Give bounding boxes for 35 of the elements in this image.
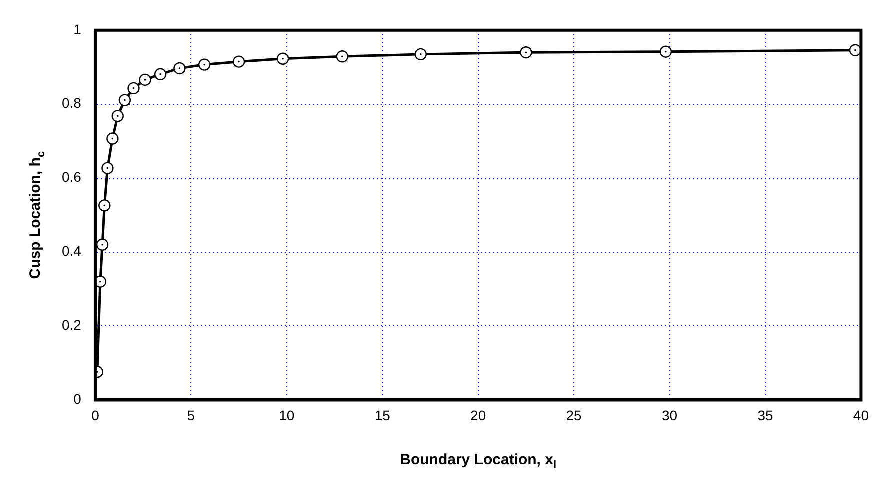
point: [849, 44, 862, 56]
y-tick-label: 1: [74, 21, 82, 38]
point: [174, 62, 186, 75]
point: [128, 82, 140, 95]
y-tick-label: 0.8: [62, 95, 82, 112]
point: [336, 50, 349, 63]
x-tick-label: 0: [92, 407, 100, 424]
x-tick-label: 10: [279, 407, 295, 424]
y-tick-label: 0.2: [62, 317, 82, 334]
point: [98, 200, 111, 212]
point: [118, 94, 132, 106]
point: [106, 132, 119, 145]
point: [139, 74, 152, 86]
point: [95, 276, 107, 288]
y-tick-label: 0: [74, 391, 82, 408]
point: [198, 58, 211, 71]
point: [112, 110, 124, 122]
x-tick-label: 15: [374, 407, 391, 424]
point: [414, 48, 428, 61]
point: [520, 46, 532, 59]
y-tick-label: 0.6: [62, 169, 82, 186]
point: [276, 52, 290, 65]
point: [660, 46, 672, 58]
x-tick-label: 30: [662, 407, 678, 424]
y-tick-label: 0.4: [62, 243, 82, 260]
point: [232, 56, 246, 68]
x-tick-label: 35: [758, 407, 774, 424]
x-tick-label: 40: [853, 407, 870, 424]
point: [96, 238, 109, 251]
point: [102, 162, 114, 174]
y-axis-title: Cusp Location, hc: [27, 151, 48, 280]
x-tick-label: 25: [566, 407, 582, 424]
point: [154, 68, 167, 81]
x-tick-label: 5: [187, 407, 196, 424]
x-tick-label: 20: [470, 407, 486, 424]
